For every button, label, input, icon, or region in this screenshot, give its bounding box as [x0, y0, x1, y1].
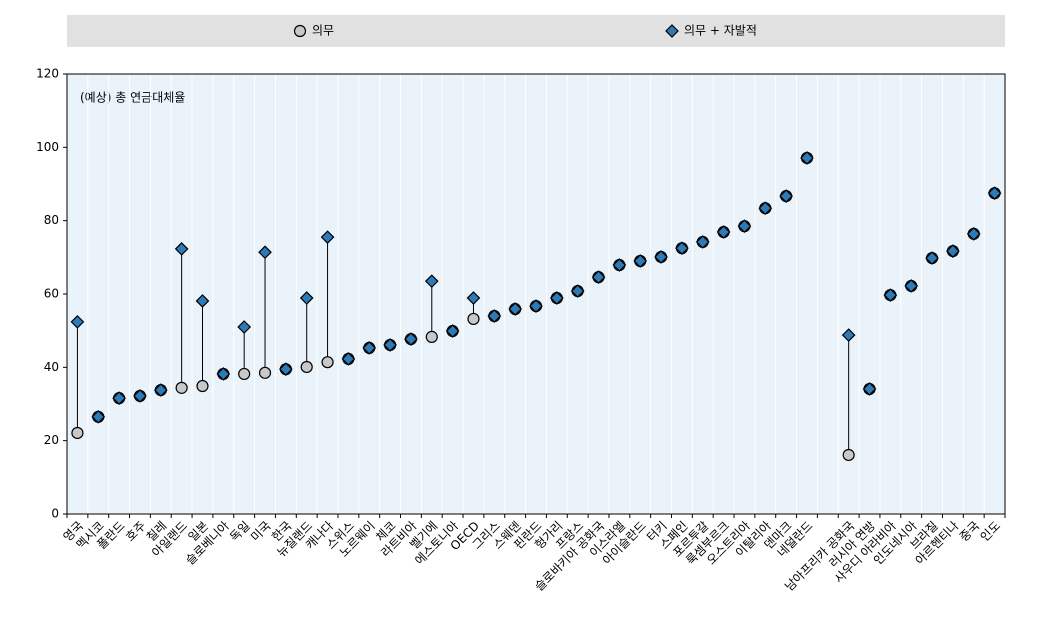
legend-label: 의무 + 자발적: [684, 24, 757, 38]
total-point: [946, 244, 960, 258]
total-point: [695, 235, 710, 249]
legend-marker: [293, 24, 307, 38]
y-tick-label: 20: [44, 433, 59, 447]
total-point: [153, 383, 168, 397]
total-point: [362, 341, 377, 355]
legend-bar: [67, 15, 1005, 47]
plot-frame: [66, 73, 1006, 515]
mandatory-point: [842, 448, 855, 462]
y-tick-label: 80: [44, 213, 59, 227]
total-point: [612, 258, 627, 272]
y-tick-label: 0: [51, 507, 59, 521]
mandatory-point: [238, 367, 251, 381]
legend-label: 의무: [312, 24, 334, 38]
total-point: [841, 328, 856, 342]
x-tick-label: 호주: [123, 519, 149, 545]
mandatory-point: [71, 426, 84, 440]
x-tick-label: 미국: [248, 519, 274, 545]
total-point: [737, 219, 752, 234]
total-point: [758, 201, 773, 216]
total-point: [133, 389, 147, 403]
legend-marker: [665, 24, 679, 38]
mandatory-point: [467, 312, 480, 326]
total-point: [800, 151, 814, 165]
total-point: [445, 324, 460, 338]
total-point: [466, 291, 481, 305]
y-tick-label: 60: [44, 287, 59, 301]
x-tick-label: 인도: [978, 519, 1004, 545]
total-point: [675, 241, 689, 256]
total-point: [925, 251, 939, 265]
mandatory-point: [258, 366, 272, 379]
total-point: [195, 294, 210, 308]
total-point: [404, 332, 418, 346]
total-point: [591, 270, 606, 284]
mandatory-point: [175, 381, 188, 394]
mandatory-point: [321, 356, 334, 369]
total-point: [508, 302, 523, 316]
y-tick-label: 100: [36, 140, 59, 154]
total-point: [987, 186, 1002, 201]
total-point: [862, 382, 877, 396]
total-point: [341, 352, 356, 366]
total-point: [487, 309, 502, 323]
total-point: [70, 315, 85, 329]
annotation: (예상) 총 연금대체율: [80, 91, 185, 105]
mandatory-point: [300, 360, 313, 374]
y-tick-label: 120: [36, 67, 59, 81]
total-point: [320, 230, 335, 245]
total-point: [383, 338, 397, 352]
total-point: [91, 409, 106, 424]
total-point: [299, 291, 314, 305]
total-point: [904, 279, 919, 293]
total-point: [258, 245, 272, 260]
y-tick-label: 40: [44, 360, 59, 374]
x-tick-label: 중국: [957, 519, 983, 545]
total-point: [633, 254, 648, 268]
total-point: [779, 189, 793, 203]
total-point: [279, 362, 293, 377]
total-point: [883, 288, 898, 302]
x-tick-label: 독일: [227, 519, 253, 545]
total-point: [654, 250, 668, 264]
total-point: [716, 225, 731, 239]
total-point: [112, 391, 126, 405]
total-point: [966, 227, 981, 241]
total-point: [174, 242, 189, 256]
mandatory-point: [196, 379, 209, 393]
total-point: [549, 291, 564, 305]
plot-area: [67, 74, 1005, 514]
total-point: [529, 299, 543, 313]
total-point: [424, 274, 439, 289]
total-point: [237, 320, 252, 334]
total-point: [570, 284, 585, 298]
total-point: [216, 367, 231, 381]
mandatory-point: [425, 330, 438, 343]
